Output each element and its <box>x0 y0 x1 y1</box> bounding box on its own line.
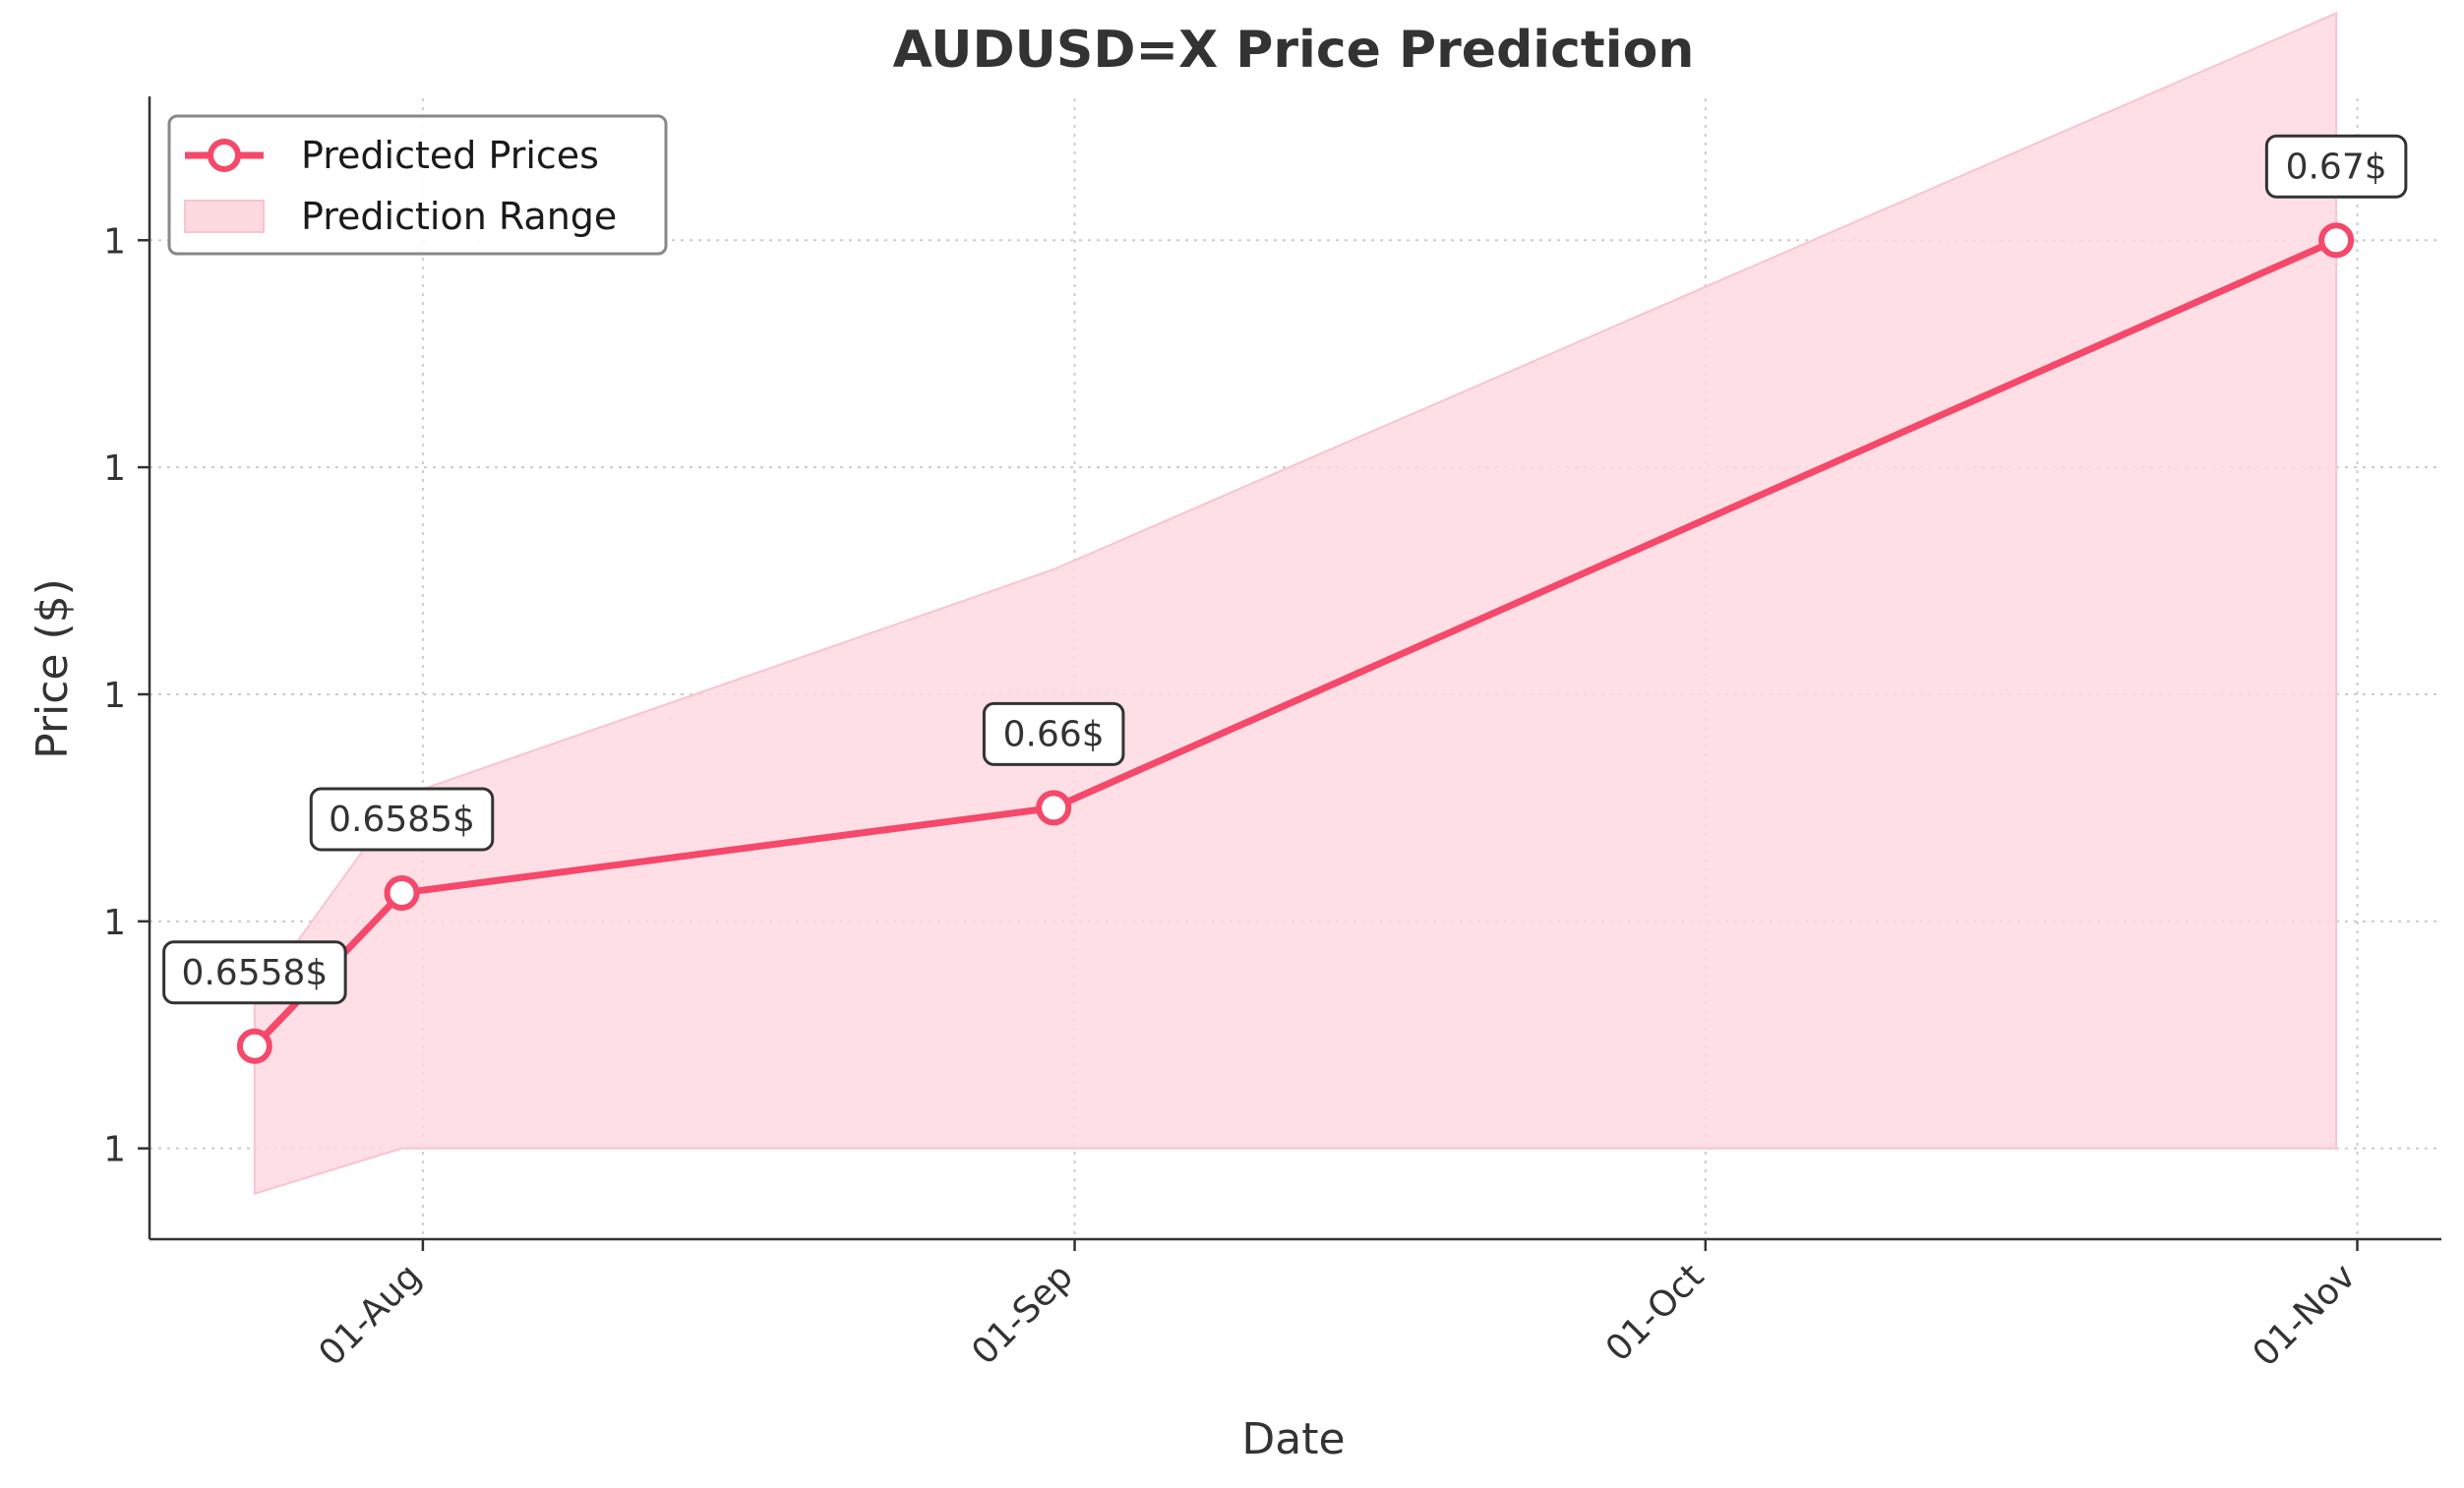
annotation-box <box>162 940 347 1005</box>
predicted-price-point <box>236 1028 272 1064</box>
predicted-price-point <box>2318 222 2355 259</box>
y-tick-label: 1 <box>103 676 126 716</box>
annotation-box <box>2264 134 2408 199</box>
annotation-label: 0.6585$ <box>329 800 475 840</box>
chart-title: AUDUSD=X Price Prediction <box>893 21 1695 80</box>
prediction-range-area <box>253 11 2338 1196</box>
legend-label-predicted: Predicted Prices <box>301 134 599 177</box>
legend-box <box>167 114 668 256</box>
value-annotation: 0.6558$ <box>162 940 347 1005</box>
y-tick-label: 1 <box>103 448 126 489</box>
value-annotation: 0.66$ <box>982 701 1125 766</box>
annotation-label: 0.6558$ <box>181 953 328 993</box>
legend-label-range: Prediction Range <box>301 195 617 238</box>
annotation-label: 0.67$ <box>2286 147 2387 187</box>
annotation-box <box>982 701 1125 766</box>
y-tick-label: 1 <box>103 1130 126 1170</box>
x-tick-label: 01-Oct <box>1598 1256 1712 1369</box>
legend-marker-swatch <box>208 139 241 172</box>
y-tick-label: 1 <box>103 221 126 262</box>
annotation-box <box>309 787 495 852</box>
value-annotation: 0.6585$ <box>309 787 495 852</box>
y-tick-label: 1 <box>103 903 126 943</box>
x-tick-label: 01-Nov <box>2246 1256 2364 1374</box>
y-axis-label: Price ($) <box>28 578 78 759</box>
legend: Predicted Prices Prediction Range <box>167 114 668 256</box>
predicted-price-point <box>384 874 420 911</box>
predicted-price-point <box>1036 790 1072 826</box>
annotations: 0.6558$ 0.6585$ 0.66$ 0.67$ <box>162 134 2408 1005</box>
x-tick-label: 01-Aug <box>312 1256 430 1374</box>
legend-range-swatch <box>184 200 265 233</box>
x-axis-label: Date <box>1241 1414 1345 1464</box>
annotation-label: 0.66$ <box>1003 714 1105 754</box>
prediction-range-fill <box>253 11 2338 1196</box>
value-annotation: 0.67$ <box>2264 134 2408 199</box>
x-tick-label: 01-Sep <box>964 1256 1081 1373</box>
